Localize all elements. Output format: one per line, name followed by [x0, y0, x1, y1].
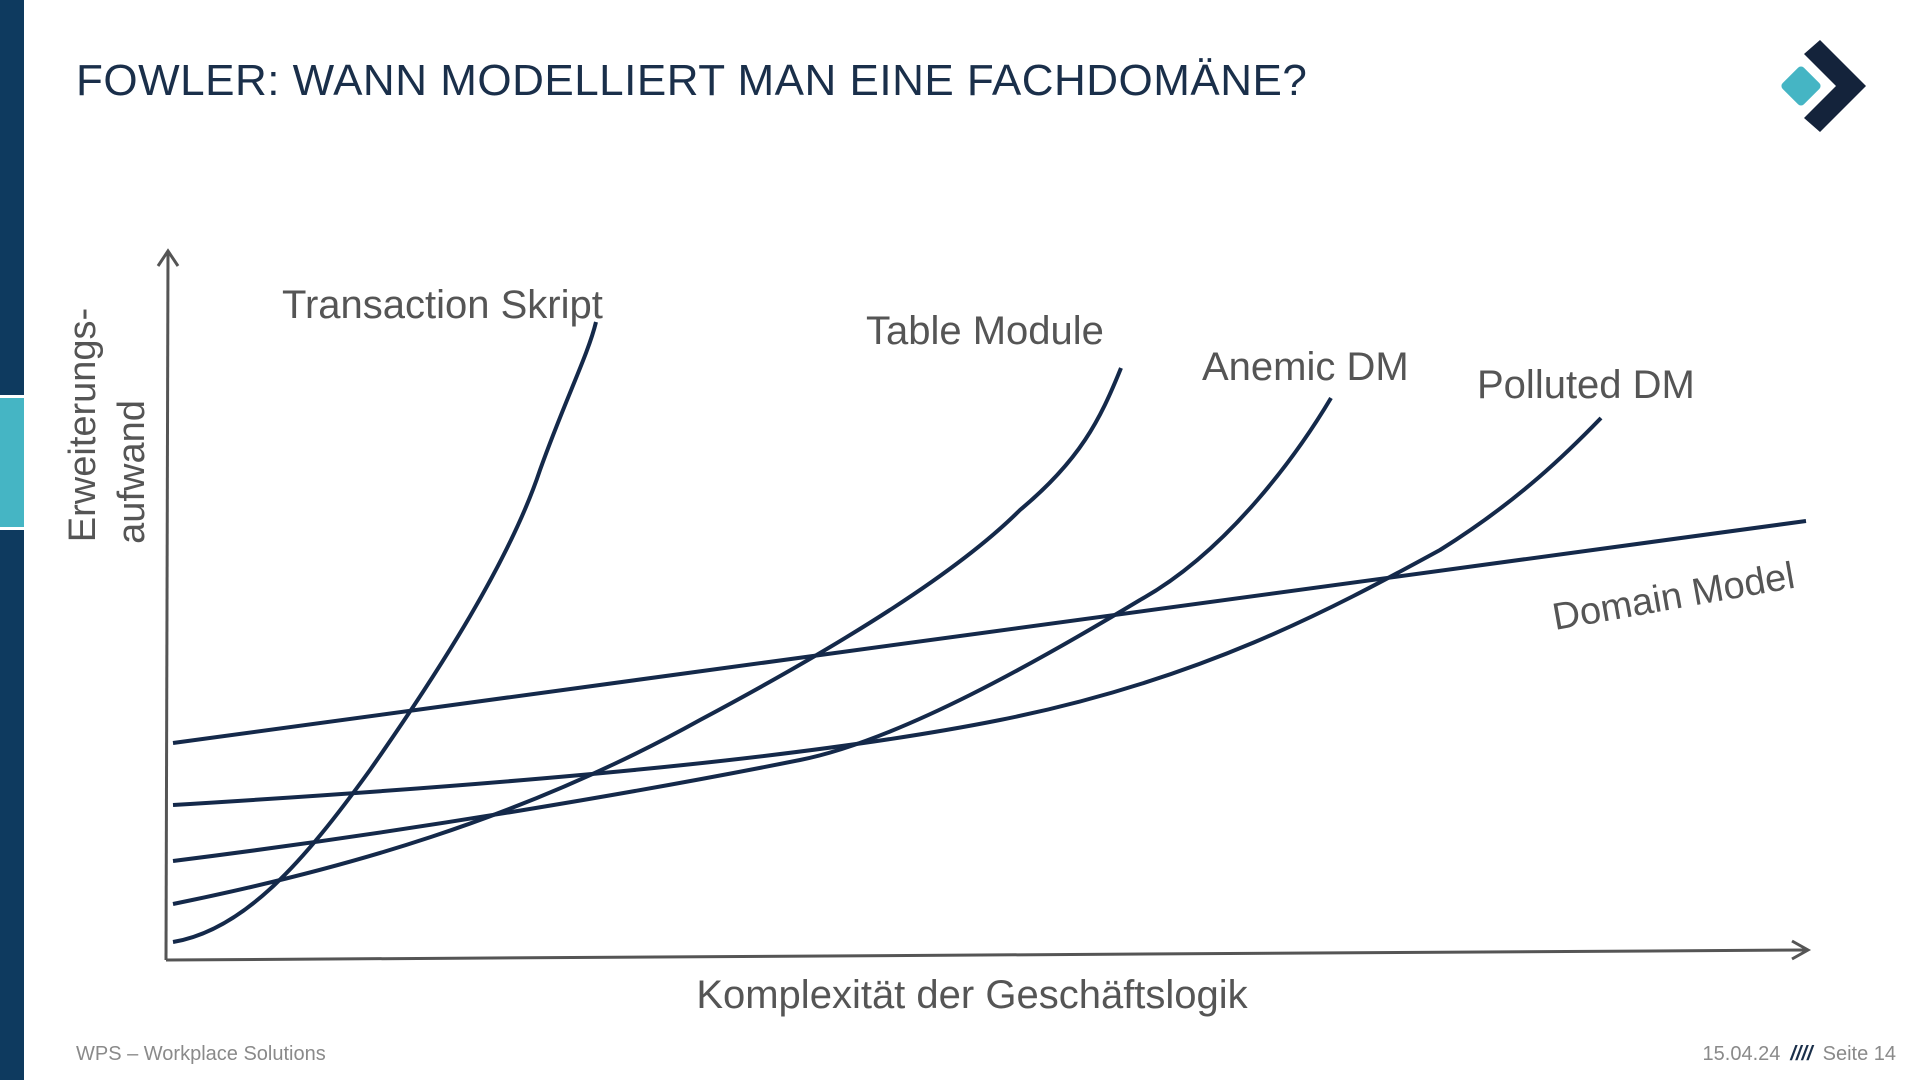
label-polluted-dm: Polluted DM: [1477, 363, 1695, 407]
footer-company: WPS – Workplace Solutions: [76, 1043, 326, 1065]
left-brand-bar: [0, 0, 24, 1080]
left-accent-bar: [0, 395, 24, 530]
label-table-module: Table Module: [866, 309, 1104, 353]
x-axis: [165, 948, 1807, 962]
curve-domain-model: [172, 519, 1807, 745]
label-anemic-dm: Anemic DM: [1202, 345, 1409, 389]
label-domain-model: Domain Model: [1549, 555, 1798, 639]
curve-table-module: [172, 367, 1123, 906]
curve-anemic-dm: [172, 396, 1333, 863]
y-axis-arrow-icon: [156, 248, 180, 267]
footer-separator: ////: [1790, 1043, 1813, 1065]
footer-page-number: Seite 14: [1822, 1043, 1896, 1065]
x-axis-label: Komplexität der Geschäftslogik: [696, 973, 1248, 1017]
y-axis: [164, 252, 170, 961]
label-transaction-script: Transaction Skript: [282, 283, 603, 327]
y-axis-label-line2: aufwand: [111, 400, 153, 544]
y-axis-label-line1: Erweiterungs-: [62, 308, 104, 542]
x-axis-arrow-icon: [1791, 939, 1812, 961]
slide-title: FOWLER: WANN MODELLIERT MAN EINE FACHDOM…: [76, 56, 1308, 105]
footer-meta: 15.04.24 //// Seite 14: [1703, 1043, 1896, 1066]
wps-logo-icon: [1781, 40, 1866, 132]
curve-polluted-dm: [172, 416, 1603, 807]
curve-transaction-script: [172, 321, 598, 944]
footer-date: 15.04.24: [1702, 1043, 1781, 1065]
